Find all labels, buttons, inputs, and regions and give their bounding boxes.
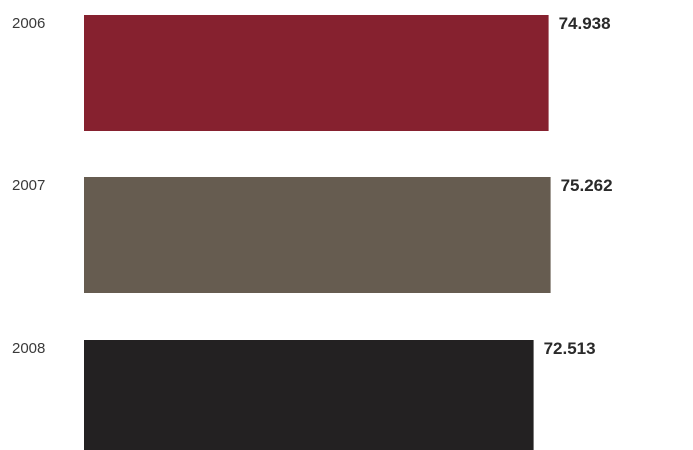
category-label-2007: 2007: [12, 177, 45, 194]
bar-2006: [84, 15, 549, 131]
category-label-2008: 2008: [12, 340, 45, 357]
value-label-2006: 74.938: [559, 14, 611, 33]
category-label-2006: 2006: [12, 15, 45, 32]
bar-2007: [84, 177, 551, 293]
labels-layer: 2006 74.938 2007 75.262 2008 72.513: [12, 14, 613, 358]
value-label-2007: 75.262: [561, 176, 613, 195]
value-label-2008: 72.513: [544, 339, 596, 358]
bars-layer: [84, 15, 551, 450]
bar-2008: [84, 340, 534, 450]
